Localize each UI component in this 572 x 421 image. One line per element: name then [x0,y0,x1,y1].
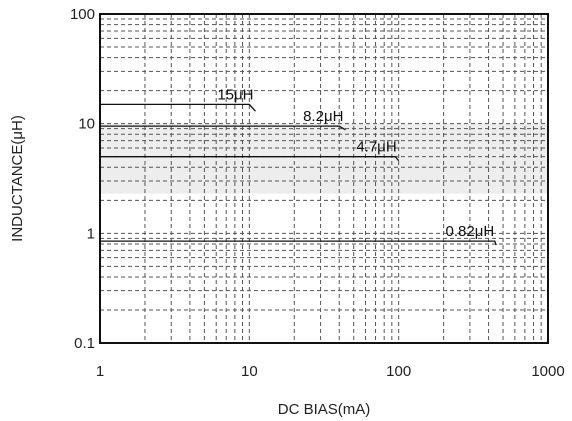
series-label: 4.7μH [356,139,396,156]
y-tick-label: 10 [78,116,95,133]
shaded-band [100,123,548,194]
y-axis-title: INDUCTANCE(μH) [9,115,26,242]
y-tick-label: 100 [70,6,95,23]
series-label: 8.2μH [303,108,343,125]
y-tick-label: 1 [87,225,95,242]
plot-area-frame [99,13,549,344]
x-tick-label: 1000 [531,363,564,380]
x-axis-title: DC BIAS(mA) [278,401,371,418]
series-line [100,125,346,131]
x-tick-label: 1 [96,363,104,380]
x-tick-label: 10 [241,363,258,380]
grid [100,14,548,343]
series-lines: 15μH 8.2μH 4.7μH 0.82μH [100,86,497,246]
series-line [100,156,400,162]
shaded-bands [100,123,548,194]
series-label: 15μH [217,86,253,103]
series-line [100,240,497,246]
series-label: 0.82μH [446,223,495,240]
x-tick-label: 100 [386,363,411,380]
series-line [100,103,256,112]
y-tick-label: 0.1 [74,335,95,352]
